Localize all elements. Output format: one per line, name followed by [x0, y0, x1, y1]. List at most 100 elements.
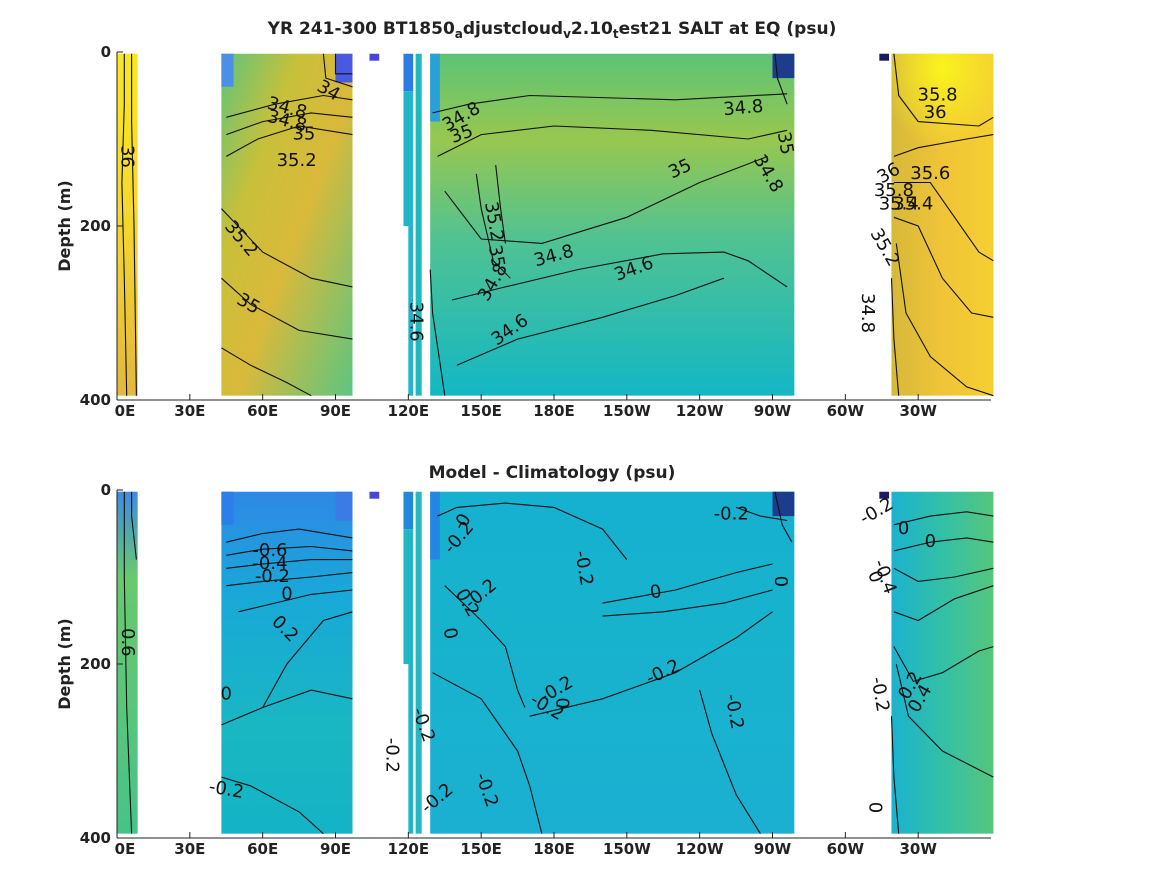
x-tick-label: 0E: [115, 840, 136, 858]
contour-line: [895, 663, 994, 778]
contour-line: [699, 689, 761, 834]
coastal-patch: [879, 53, 890, 61]
contour-label: 0: [770, 576, 791, 587]
y-axis-label: Depth (m): [55, 180, 74, 272]
title-part: YR 241-300 BT1850: [267, 19, 455, 39]
contour-line: [893, 585, 994, 622]
x-tick-label: 150W: [603, 402, 651, 420]
contour-line: [774, 491, 793, 543]
x-tick-label: 60W: [827, 402, 865, 420]
contour-label: 34.8: [722, 96, 764, 120]
contour-label: -0.6: [252, 540, 287, 561]
coastal-patch: [221, 491, 234, 525]
x-tick-label: 90W: [754, 402, 792, 420]
x-tick-label: 0E: [115, 402, 136, 420]
contour-line: [529, 611, 773, 717]
contour-line: [322, 53, 353, 88]
x-tick-label: 120W: [676, 402, 724, 420]
section-pacific: [430, 53, 795, 396]
contour-line: [893, 53, 994, 127]
y-tick-label: 200: [80, 655, 111, 673]
contour-label: -0.2: [856, 493, 897, 529]
coastal-patch: [772, 53, 795, 79]
x-tick-label: 30E: [174, 840, 205, 858]
section-atlantic: [891, 491, 994, 834]
x-tick-label: 120E: [388, 402, 430, 420]
coastal-patch: [772, 491, 795, 517]
contour-label: 0.6: [117, 628, 138, 657]
y-tick-label: 400: [80, 829, 111, 847]
y-tick-label: 200: [80, 217, 111, 235]
contour-label: -0.2: [255, 566, 290, 587]
x-tick-label: 180E: [533, 840, 575, 858]
contour-label: 35.8: [874, 180, 914, 201]
x-tick-label: 60E: [247, 402, 278, 420]
x-tick-label: 90E: [320, 402, 351, 420]
contour-line: [602, 589, 773, 617]
contour-line: [893, 646, 994, 683]
contour-line: [121, 53, 128, 396]
contour-label: 0: [439, 626, 462, 641]
contour-line: [226, 94, 353, 118]
x-tick-label: 30W: [899, 402, 937, 420]
contour-line: [429, 269, 446, 396]
contour-label: 35.8: [918, 85, 958, 106]
contour-line: [221, 689, 353, 726]
x-tick-label: 90W: [754, 840, 792, 858]
contour-line: [456, 277, 725, 366]
y-axis-label: Depth (m): [55, 618, 74, 710]
contour-line: [221, 208, 353, 288]
contour-line: [893, 216, 994, 318]
chart-title: Model - Climatology (psu): [429, 463, 676, 483]
contour-line: [226, 572, 353, 587]
contour-line: [893, 134, 994, 157]
x-tick-label: 60E: [247, 840, 278, 858]
contour-line: [123, 491, 133, 834]
contour-line: [444, 585, 526, 708]
contour-line: [432, 93, 788, 114]
contour-line: [893, 511, 994, 526]
contour-line: [475, 173, 511, 279]
y-tick-label: 0: [101, 43, 111, 61]
coastal-patch: [369, 53, 380, 61]
contour-line: [895, 243, 994, 397]
contour-label: -0.2: [714, 503, 749, 524]
contour-line: [226, 545, 353, 556]
contour-label: 35: [773, 130, 798, 156]
contour-line: [893, 181, 994, 262]
x-tick-label: 30W: [899, 840, 937, 858]
section-strait: [415, 53, 422, 396]
title-subscript: t: [613, 27, 619, 41]
coastal-patch: [221, 53, 234, 87]
land-gap: [403, 664, 409, 838]
x-tick-label: 30E: [174, 402, 205, 420]
chart-title: YR 241-300 BT1850adjustcloudv2.10test21 …: [267, 19, 837, 41]
contour-line: [890, 716, 900, 834]
contour-label: 35: [292, 124, 315, 145]
section-indian-ocean: [221, 53, 353, 396]
x-tick-label: 150W: [603, 840, 651, 858]
contour-label: 35.4: [893, 193, 933, 214]
contour-line: [221, 347, 312, 397]
contour-label: 0: [925, 531, 936, 552]
contour-line: [602, 563, 773, 604]
contour-line: [334, 53, 353, 75]
coastal-patch: [879, 491, 890, 499]
title-subscript: v: [563, 27, 571, 41]
contour-label: 0: [648, 581, 663, 604]
title-part: est21 SALT at EQ (psu): [619, 19, 837, 39]
x-tick-label: 60W: [827, 840, 865, 858]
contour-label: 34.6: [406, 302, 427, 342]
x-tick-label: 120W: [676, 840, 724, 858]
contour-label: 0: [281, 583, 292, 604]
section-atlantic-highlight: [891, 53, 994, 192]
contour-line: [131, 491, 137, 560]
section-west-africa: [117, 491, 138, 834]
contour-label: -0.4: [252, 553, 287, 574]
contour-line: [451, 251, 788, 301]
coastal-patch: [403, 53, 414, 92]
section-strait: [415, 491, 422, 834]
title-part: 2.10: [571, 19, 613, 39]
contour-line: [893, 567, 994, 582]
